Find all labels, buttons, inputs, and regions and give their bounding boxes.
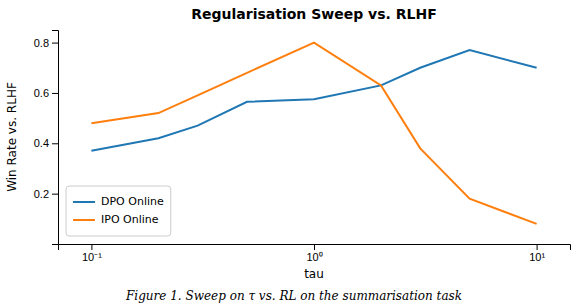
tick-label: 0.2 <box>34 188 49 200</box>
axis-line <box>59 245 571 251</box>
x-axis: 10⁻¹ 10⁰ 10¹ <box>59 244 571 263</box>
legend-label: IPO Online <box>101 213 159 226</box>
tick-mark <box>52 194 58 195</box>
plot: 10⁻¹ 10⁰ 10¹ 0.2 0.4 0.6 0.8 DPO Online IPO Onli… <box>34 31 571 263</box>
series-line <box>91 50 536 151</box>
tick: 10⁻¹ <box>82 244 102 263</box>
tick-label: 0.6 <box>34 87 49 99</box>
y-axis-title: Win Rate vs. RLHF <box>5 82 19 192</box>
title: Regularisation Sweep vs. RLHF <box>191 6 436 22</box>
tick: 0.4 <box>34 137 58 149</box>
tick: 0.8 <box>34 37 58 49</box>
tick-mark <box>52 143 58 144</box>
legend-label: DPO Online <box>101 195 164 208</box>
axis-line <box>52 31 59 245</box>
tick-label: 10¹ <box>529 251 545 263</box>
legend-swatch <box>73 219 95 221</box>
tick: 10⁰ <box>306 244 322 263</box>
legend-box <box>66 186 171 236</box>
tick: 0.6 <box>34 87 58 99</box>
caption: Figure 1. Sweep on τ vs. RL on the summa… <box>125 289 462 303</box>
tick-label: 0.8 <box>34 37 49 49</box>
tick-mark <box>52 93 58 94</box>
tick: 0.2 <box>34 188 58 200</box>
tick-mark <box>52 43 58 44</box>
x-axis-title: tau <box>304 267 324 281</box>
tick-mark <box>537 244 538 250</box>
tick-label: 10⁻¹ <box>82 251 102 263</box>
tick-mark <box>91 244 92 250</box>
tick: 10¹ <box>529 244 545 263</box>
legend-swatch <box>73 201 95 203</box>
legend: DPO Online IPO Online <box>66 186 171 236</box>
chart: 10⁻¹ 10⁰ 10¹ 0.2 0.4 0.6 0.8 DPO Online IPO Onli… <box>0 0 588 308</box>
y-axis: 0.2 0.4 0.6 0.8 <box>34 31 59 245</box>
tick-label: 10⁰ <box>306 251 322 263</box>
series-line <box>91 43 536 224</box>
series-group <box>91 43 536 224</box>
tick-label: 0.4 <box>34 137 49 149</box>
tick-mark <box>314 244 315 250</box>
